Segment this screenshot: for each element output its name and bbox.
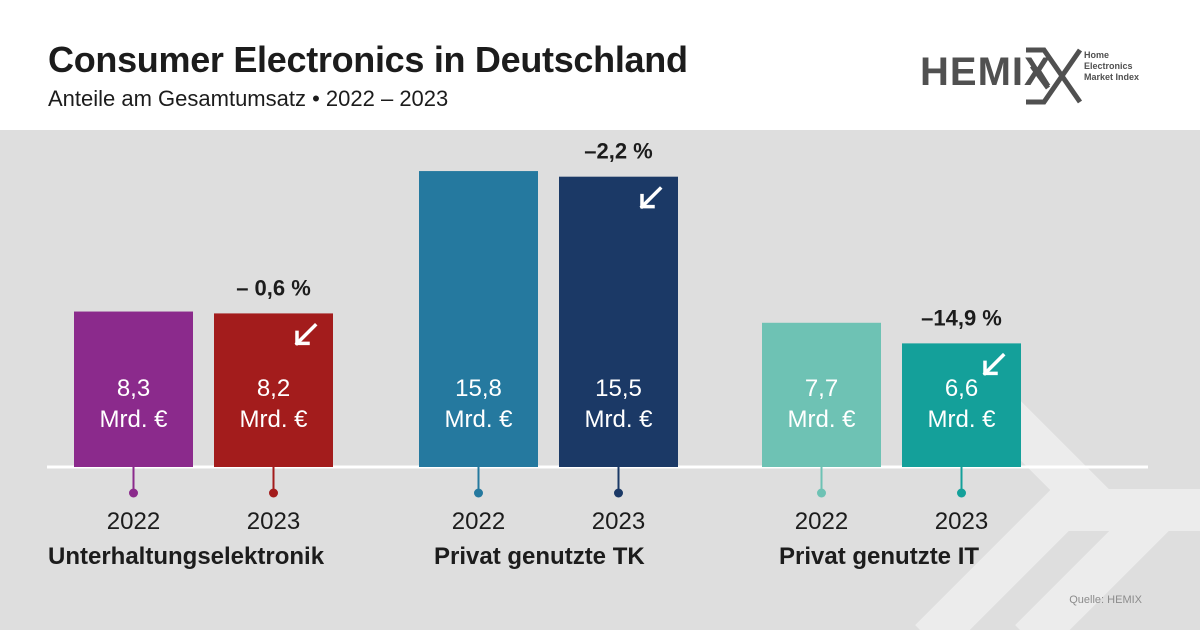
bar-value-label: 15,5: [595, 375, 642, 402]
bar-privat-genutzte-it-2022: [762, 322, 881, 467]
group-label: Privat genutzte TK: [434, 543, 645, 570]
source-note: Quelle: HEMIX: [1069, 594, 1142, 606]
bar-unit-label: Mrd. €: [787, 406, 856, 433]
logo-tagline: Home Electronics Market Index: [1084, 50, 1139, 83]
group-label: Privat genutzte IT: [779, 543, 979, 570]
arrow-down-left-icon: [639, 186, 663, 210]
arrow-down-left-icon: [294, 322, 318, 346]
hemix-logo: HEMIX Home Electronics Market Index: [920, 44, 1160, 114]
bar-unterhaltungselektronik-2022: [74, 311, 193, 467]
bar-unit-label: Mrd. €: [99, 406, 168, 433]
logo-tagline-line: Home: [1084, 50, 1110, 60]
bar-unit-label: Mrd. €: [584, 406, 653, 433]
bar-chart: 8,3 Mrd. € 2022 8,2 Mrd. € 2023 – 0,6 % Unterha…: [47, 139, 1200, 630]
bar-unit-label: Mrd. €: [239, 406, 308, 433]
logo-wordmark: HEMIX: [920, 50, 1052, 94]
logo-tagline-line: Market Index: [1084, 72, 1140, 82]
x-tick-label: 2023: [247, 508, 300, 535]
bar-value-label: 6,6: [945, 375, 978, 402]
change-label: –2,2 %: [584, 139, 653, 164]
x-tick-label: 2022: [452, 508, 505, 535]
year-marker-dot: [817, 488, 826, 498]
arrow-down-left-icon: [982, 352, 1006, 376]
bar-value-label: 8,2: [257, 375, 290, 402]
year-marker-dot: [269, 488, 278, 498]
chart-panel: 8,3 Mrd. € 2022 8,2 Mrd. € 2023 – 0,6 % Unterha…: [0, 130, 1200, 630]
year-marker-dot: [474, 488, 483, 498]
bar-privat-genutzte-tk-2022: [419, 171, 538, 468]
page-subtitle: Anteile am Gesamtumsatz • 2022 – 2023: [48, 86, 449, 111]
x-tick-label: 2022: [107, 508, 160, 535]
group-label: Unterhaltungselektronik: [48, 543, 325, 570]
bar-privat-genutzte-it-2023: [902, 343, 1021, 467]
year-marker-dot: [957, 488, 966, 498]
page-title: Consumer Electronics in Deutschland: [48, 39, 688, 80]
bar-value-label: 7,7: [805, 375, 838, 402]
logo-tagline-line: Electronics: [1084, 61, 1133, 71]
x-tick-label: 2023: [592, 508, 645, 535]
bar-value-label: 15,8: [455, 375, 502, 402]
bar-privat-genutzte-tk-2023: [559, 176, 678, 467]
x-tick-label: 2023: [935, 508, 988, 535]
x-arrows-icon: [1026, 47, 1083, 105]
change-label: – 0,6 %: [236, 275, 311, 300]
year-marker-dot: [129, 488, 138, 498]
change-label: –14,9 %: [921, 305, 1002, 330]
bar-value-label: 8,3: [117, 375, 150, 402]
year-marker-dot: [614, 488, 623, 498]
x-tick-label: 2022: [795, 508, 848, 535]
bar-unterhaltungselektronik-2023: [214, 313, 333, 467]
bar-unit-label: Mrd. €: [927, 406, 996, 433]
bar-unit-label: Mrd. €: [444, 406, 513, 433]
